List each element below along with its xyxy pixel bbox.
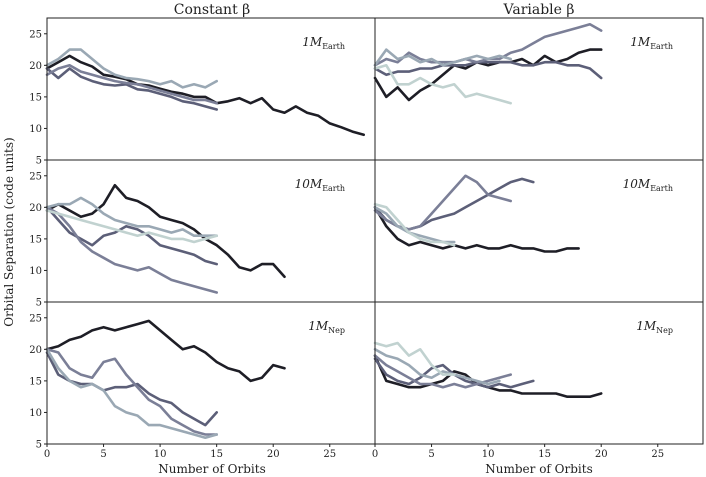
x-tick-label: 0: [44, 449, 50, 460]
panel-3: 5 10 15 20 25 10MEarth: [29, 159, 376, 309]
y-tick-label: 20: [29, 203, 42, 214]
series-line-4: [373, 347, 501, 386]
panel-1: 5 10 15 20 25 1MEarth: [29, 17, 376, 167]
panel-2: 1MEarth: [373, 17, 704, 161]
mass-label-main: 1M: [302, 35, 323, 49]
mass-label-subscript: Earth: [322, 42, 345, 51]
series-line-1: [45, 319, 286, 383]
mass-label: 1MEarth: [630, 35, 673, 51]
x-tick-label: 25: [323, 449, 336, 460]
x-tick-label: 15: [210, 449, 223, 460]
mass-label-subscript: Nep: [328, 326, 345, 335]
series-line-1: [373, 206, 580, 253]
x-tick-label: 10: [482, 449, 495, 460]
mass-label-main: 1M: [630, 35, 651, 49]
y-tick-label: 10: [29, 266, 42, 277]
y-tick-label: 15: [29, 92, 42, 103]
mass-label-subscript: Earth: [322, 184, 345, 193]
column-title-variable-beta: Variable β: [503, 2, 575, 18]
panel-6: 0 5 10 15 20 25 1MNep: [372, 301, 704, 460]
series-line-2: [45, 67, 218, 111]
mass-label-main: 1M: [636, 319, 657, 333]
series-line-1: [45, 54, 366, 137]
series-line-4: [373, 48, 513, 67]
series-line-1: [373, 48, 603, 102]
mass-label-subscript: Earth: [650, 184, 673, 193]
y-tick-label: 25: [29, 313, 42, 324]
y-tick-label: 5: [36, 156, 42, 167]
column-title-constant-beta: Constant β: [174, 2, 251, 18]
x-tick-label: 10: [154, 449, 167, 460]
mass-label: 10MEarth: [295, 177, 345, 193]
panel-frame: [374, 301, 704, 445]
series-line-3: [373, 174, 513, 231]
panel-4: 10MEarth: [373, 159, 704, 303]
y-tick-label: 25: [29, 29, 42, 40]
series-line-5: [373, 341, 456, 376]
mass-label-main: 10M: [295, 177, 323, 191]
series-line-4: [45, 347, 218, 440]
series-line-3: [45, 206, 218, 294]
mass-label-main: 10M: [623, 177, 651, 191]
mass-label: 1MEarth: [302, 35, 345, 51]
series-line-5: [373, 64, 513, 105]
x-tick-label: 25: [651, 449, 664, 460]
x-tick-label: 5: [100, 449, 106, 460]
y-tick-label: 10: [29, 408, 42, 419]
y-tick-label: 5: [36, 440, 42, 451]
y-tick-label: 5: [36, 298, 42, 309]
series-line-2: [45, 351, 218, 427]
mass-label-main: 1M: [308, 319, 329, 333]
x-axis-label-right: Number of Orbits: [485, 462, 593, 476]
panel-frame: [46, 159, 376, 303]
x-tick-label: 5: [428, 449, 434, 460]
series-line-1: [45, 183, 286, 279]
mass-label-subscript: Earth: [650, 42, 673, 51]
series-line-4: [45, 48, 218, 89]
y-tick-label: 20: [29, 61, 42, 72]
y-tick-label: 15: [29, 234, 42, 245]
y-tick-label: 20: [29, 345, 42, 356]
x-tick-label: 20: [267, 449, 280, 460]
series-line-5: [373, 202, 456, 247]
y-axis-label: Orbital Separation (code units): [2, 137, 16, 326]
x-tick-label: 15: [538, 449, 551, 460]
series-line-2: [373, 60, 603, 80]
series-line-2: [45, 206, 218, 266]
panel-frame: [374, 159, 704, 303]
mass-label-subscript: Nep: [656, 326, 673, 335]
series-line-1: [373, 354, 603, 399]
series-line-3: [373, 354, 513, 389]
mass-label: 1MNep: [636, 319, 673, 335]
series-line-3: [45, 347, 218, 436]
x-tick-label: 20: [595, 449, 608, 460]
x-tick-label: 0: [372, 449, 378, 460]
x-axis-label-left: Number of Orbits: [158, 462, 266, 476]
series-line-5: [45, 209, 218, 244]
y-tick-label: 15: [29, 376, 42, 387]
series-line-3: [45, 64, 218, 105]
mass-label: 1MNep: [308, 319, 345, 335]
panel-frame: [46, 17, 376, 161]
series-line-4: [45, 196, 218, 237]
y-tick-label: 25: [29, 171, 42, 182]
mass-label: 10MEarth: [623, 177, 673, 193]
y-tick-label: 10: [29, 124, 42, 135]
